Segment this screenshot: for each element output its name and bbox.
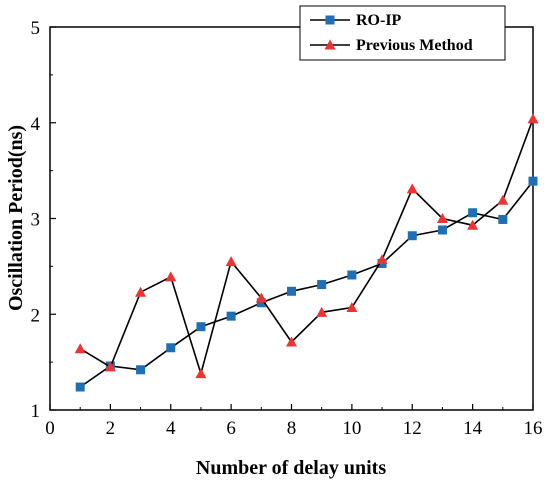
data-point-previous-method <box>286 336 297 347</box>
x-tick-label: 2 <box>106 418 116 439</box>
legend-box <box>299 5 506 61</box>
data-point-ro-ip <box>196 322 206 332</box>
data-point-previous-method <box>165 271 177 282</box>
series-line-previous-method <box>79 118 534 377</box>
x-tick-label: 8 <box>287 418 297 439</box>
legend-marker-ro-ip <box>325 15 335 25</box>
data-point-ro-ip <box>75 382 85 392</box>
data-point-previous-method <box>195 368 207 379</box>
data-point-previous-method <box>497 194 509 205</box>
data-point-previous-method <box>346 302 358 313</box>
x-axis-title: Number of delay units <box>196 457 386 479</box>
data-point-previous-method <box>406 183 418 194</box>
series-layer <box>74 113 539 392</box>
plot-frame <box>49 26 534 411</box>
data-point-previous-method <box>316 306 328 317</box>
data-point-ro-ip <box>347 270 357 280</box>
y-tick-label: 5 <box>31 18 41 39</box>
y-tick-label: 1 <box>31 401 41 422</box>
data-point-ro-ip <box>136 365 146 375</box>
data-point-ro-ip <box>166 343 176 353</box>
data-point-previous-method <box>225 256 237 267</box>
data-point-ro-ip <box>437 225 447 235</box>
data-point-previous-method <box>376 254 388 265</box>
data-point-previous-method <box>135 286 147 297</box>
x-tick-label: 0 <box>45 418 55 439</box>
x-tick-label: 12 <box>403 418 422 439</box>
data-point-previous-method <box>104 361 116 372</box>
x-tick-label: 16 <box>524 418 543 439</box>
data-point-previous-method <box>436 213 448 223</box>
data-point-previous-method <box>467 219 479 230</box>
data-point-ro-ip <box>287 286 296 296</box>
x-tick-label: 4 <box>166 418 176 439</box>
y-tick-label: 2 <box>31 305 41 326</box>
data-point-ro-ip <box>498 214 508 224</box>
data-point-ro-ip <box>407 231 417 241</box>
series-line-ro-ip <box>79 180 534 388</box>
data-point-previous-method <box>527 113 539 124</box>
y-tick-label: 3 <box>31 210 41 231</box>
data-point-previous-method <box>74 343 86 354</box>
legend-label-ro-ip: RO-IP <box>356 12 402 29</box>
legend: RO-IP Previous Method <box>299 5 506 61</box>
legend-marker-previous-method <box>324 39 336 50</box>
y-tick-label: 4 <box>31 114 41 135</box>
data-point-ro-ip <box>468 208 478 218</box>
y-axis-title: Oscillation Period(ns) <box>5 125 27 311</box>
legend-label-previous-method: Previous Method <box>356 37 473 54</box>
data-point-ro-ip <box>528 176 538 186</box>
x-tick-label: 10 <box>342 418 361 439</box>
x-tick-label: 6 <box>226 418 236 439</box>
data-point-previous-method <box>255 292 267 303</box>
data-point-ro-ip <box>256 298 266 308</box>
x-tick-label: 14 <box>463 418 483 439</box>
data-point-ro-ip <box>226 311 236 321</box>
data-point-ro-ip <box>317 280 327 290</box>
